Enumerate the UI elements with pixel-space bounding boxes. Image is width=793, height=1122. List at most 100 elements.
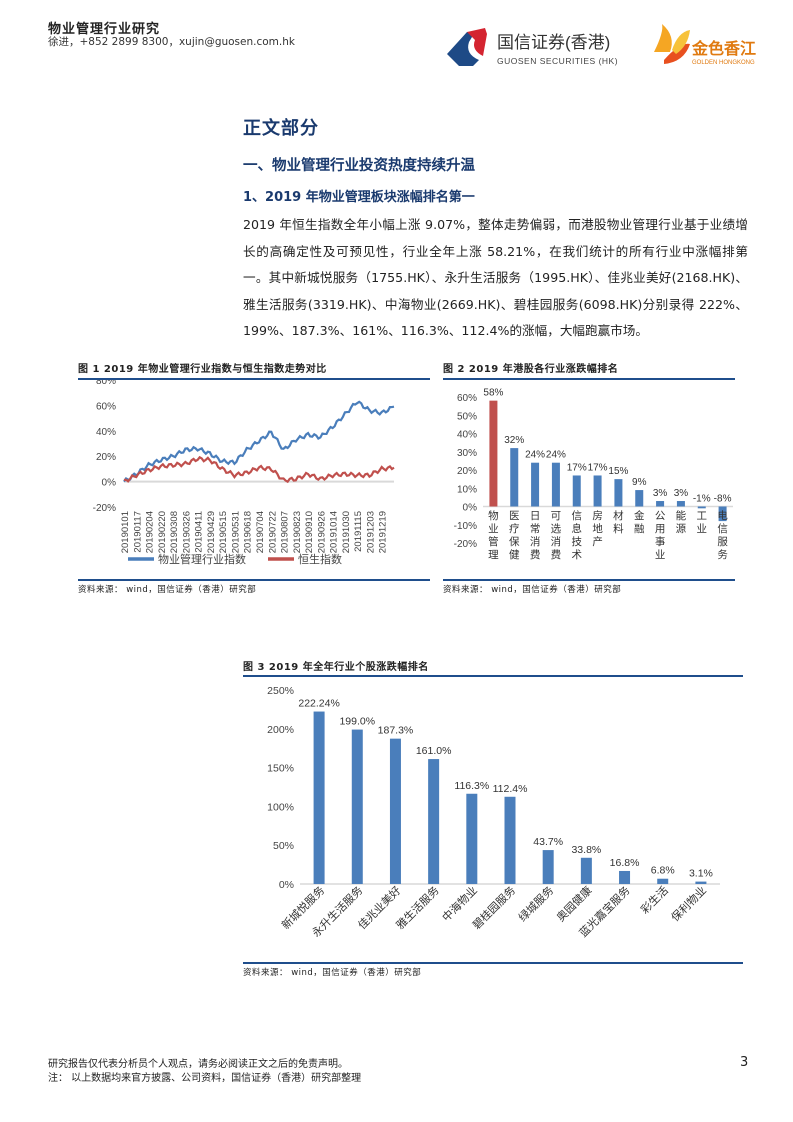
category-label: 能源 (676, 509, 687, 535)
y-tick-label: 80% (96, 380, 116, 387)
x-tick-label: 20190326 (181, 511, 192, 553)
x-tick-label: 20190531 (230, 511, 241, 553)
divider (78, 378, 430, 380)
bar (657, 878, 669, 884)
y-tick-label: 150% (267, 763, 294, 775)
data-label: 3% (674, 488, 689, 499)
body-paragraph: 2019 年恒生指数全年小幅上涨 9.07%，整体走势偏弱，而港股物业管理行业基… (243, 217, 748, 338)
category-label: 物业管理 (488, 509, 499, 561)
data-label: 112.4% (493, 783, 528, 795)
x-tick-label: 20191219 (378, 511, 389, 553)
data-label: 222.24% (298, 698, 339, 710)
x-tick-label: 20190722 (267, 511, 278, 553)
category-label: 日常消费 (530, 510, 541, 561)
x-tick-label: 20190411 (194, 511, 205, 553)
category-label: 工业 (697, 510, 708, 535)
divider (243, 675, 743, 677)
x-tick-label: 20190823 (292, 511, 303, 553)
data-label: 3% (653, 488, 668, 499)
category-label: 材料 (613, 509, 624, 535)
bar (580, 857, 592, 884)
y-tick-label: 20% (457, 466, 477, 477)
data-label: 116.3% (454, 780, 489, 792)
data-label: 33.8% (571, 844, 601, 856)
figure2-source: 资料来源： wind，国信证券（香港）研究部 (443, 585, 622, 595)
svg-text:GOLDEN HONGKONG: GOLDEN HONGKONG (692, 60, 755, 66)
x-tick-label: 20190204 (145, 511, 156, 553)
figure1-title: 图 1 2019 年物业管理行业指数与恒生指数走势对比 (78, 364, 327, 375)
bar (619, 870, 631, 884)
bar (389, 738, 401, 884)
bar (542, 850, 554, 884)
data-label: -8% (714, 494, 732, 505)
svg-text:金色香江: 金色香江 (691, 39, 756, 58)
bar (510, 448, 519, 507)
analyst-contact: 徐进，+852 2899 8300，xujin@guosen.com.hk (48, 36, 295, 48)
figure3-title: 图 3 2019 年全年行业个股涨跌幅排名 (243, 662, 429, 673)
category-label: 奥园健康 (553, 883, 594, 924)
category-label: 房地产 (592, 509, 603, 548)
category-label: 公用事业 (655, 510, 666, 561)
legend-label: 物业管理行业指数 (158, 552, 246, 566)
y-tick-label: -20% (454, 539, 477, 550)
y-tick-label: 250% (267, 685, 294, 697)
x-tick-label: 20190220 (157, 511, 168, 553)
category-label: 保利物业 (668, 883, 709, 924)
svg-text:GUOSEN SECURITIES (HK): GUOSEN SECURITIES (HK) (497, 56, 618, 66)
y-tick-label: 0% (463, 503, 478, 514)
data-label: 17% (588, 462, 608, 473)
y-tick-label: 0% (279, 879, 294, 891)
x-tick-label: 20190429 (206, 511, 217, 553)
y-tick-label: -10% (454, 521, 477, 532)
data-label: 17% (567, 462, 587, 473)
bar (676, 501, 685, 507)
data-label: 24% (546, 450, 566, 461)
x-tick-label: 20190308 (169, 511, 180, 553)
category-label: 绿城服务 (515, 883, 556, 924)
bar (635, 490, 644, 507)
y-tick-label: 20% (96, 452, 116, 463)
data-label: 199.0% (339, 716, 375, 728)
data-label: 24% (525, 450, 545, 461)
x-tick-label: 20191014 (329, 511, 340, 553)
footnote: 注： 以上数据均来官方披露、公司资料，国信证券（香港）研究部整理 (48, 1073, 362, 1084)
figure1-line-chart: 80%60%40%20%0%-20%20190101 20190117 201902… (93, 380, 395, 566)
svg-text:国信证券(香港): 国信证券(香港) (497, 33, 610, 52)
category-label: 医疗保健 (509, 510, 520, 561)
data-label: 161.0% (416, 745, 452, 757)
bar (551, 462, 560, 507)
series-line-1 (123, 455, 395, 484)
x-tick-label: 20190704 (255, 511, 266, 553)
category-label: 可选消费 (551, 510, 562, 561)
data-label: 9% (632, 477, 647, 488)
y-tick-label: 40% (96, 427, 116, 438)
heading-1: 一、物业管理行业投资热度持续升温 (243, 158, 475, 174)
data-label: 16.8% (610, 857, 640, 869)
series-line-0 (123, 400, 395, 483)
category-label: 彩生活 (638, 883, 671, 916)
bar (656, 501, 665, 507)
figure2-bar-chart: 60% 50% 40% 30% 20% 10% 0% -10% -20% 58% 物业管理 32% 医疗… (454, 388, 733, 561)
section-title: 正文部分 (243, 118, 319, 139)
x-tick-label: 20190117 (132, 511, 143, 553)
figure1-source: 资料来源： wind，国信证券（香港）研究部 (78, 585, 257, 595)
x-tick-label: 20190101 (120, 511, 131, 553)
bar (695, 881, 707, 884)
legend-label: 恒生指数 (298, 552, 342, 566)
divider (443, 378, 735, 380)
data-label: 15% (608, 466, 628, 477)
x-tick-label: 20191030 (341, 511, 352, 553)
data-label: -1% (693, 494, 711, 505)
bar (531, 462, 540, 507)
report-title: 物业管理行业研究 (48, 22, 161, 37)
x-tick-label: 20190515 (218, 511, 229, 553)
x-tick-label: 20190618 (243, 511, 254, 553)
y-tick-label: 0% (102, 478, 117, 489)
bar (466, 793, 478, 884)
y-tick-label: 200% (267, 724, 294, 736)
page-number: 3 (740, 1055, 749, 1070)
data-label: 6.8% (651, 865, 675, 877)
figure2-title: 图 2 2019 年港股各行业涨跌幅排名 (443, 364, 619, 375)
divider (243, 962, 743, 964)
figure3-source: 资料来源： wind，国信证券（香港）研究部 (243, 968, 422, 978)
